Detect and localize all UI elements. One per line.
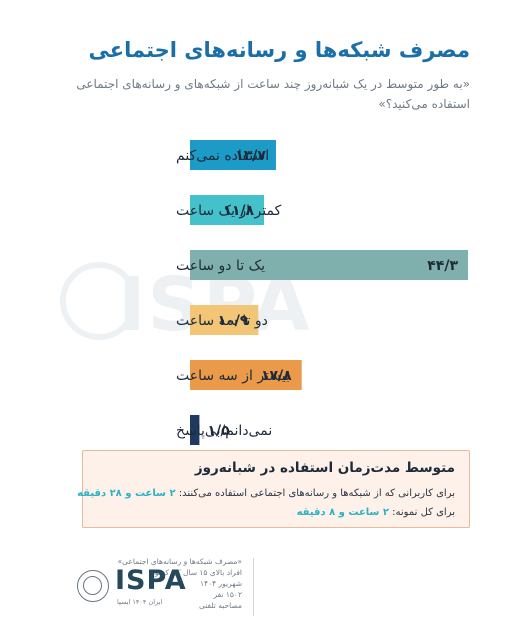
summary-box: متوسط مدت‌زمان استفاده در شبانه‌روز برای… bbox=[77, 450, 470, 528]
category-label-6: نمی‌دانم/بی‌پاسخ bbox=[176, 423, 272, 439]
footer-notes: «مصرف شبکه‌ها و رسانه‌های اجتماعی» افراد… bbox=[118, 556, 242, 611]
watermark-circle bbox=[60, 262, 138, 340]
bar-3 bbox=[190, 250, 468, 280]
summary-line-sample: برای کل نمونه: ۲ ساعت و ۸ دقیقه bbox=[297, 507, 455, 518]
value-label-3: ۴۴/۳ bbox=[427, 258, 458, 274]
summary-line-users-value: ۲ ساعت و ۲۸ دقیقه bbox=[77, 488, 176, 499]
value-label-2: ۱۱/۸ bbox=[223, 203, 254, 219]
summary-line-sample-text: برای کل نمونه: bbox=[388, 507, 455, 518]
footer-divider bbox=[253, 558, 254, 616]
summary-title: متوسط مدت‌زمان استفاده در شبانه‌روز bbox=[194, 460, 455, 476]
bar-2 bbox=[190, 195, 265, 225]
category-label-4: دو تا سه ساعت bbox=[176, 313, 268, 329]
footer-line: «مصرف شبکه‌ها و رسانه‌های اجتماعی» bbox=[117, 557, 242, 566]
logo-name: ISPA bbox=[115, 565, 187, 596]
bar-1 bbox=[190, 140, 276, 170]
footer-line: مصاحبه تلفنی bbox=[199, 601, 242, 610]
logo-tagline: ایران ۱۴۰۴ ایسپا bbox=[117, 598, 163, 606]
category-label-2: کمتر از یک ساعت bbox=[176, 203, 282, 219]
category-label-5: بیشتر از سه ساعت bbox=[176, 368, 290, 384]
page-subtitle: «به طور متوسط در یک شبانه‌روز چند ساعت ا… bbox=[76, 77, 470, 111]
value-label-5: ۱۷/۸ bbox=[261, 368, 292, 384]
footer-line: افراد بالای ۱۵ سال کل کشور bbox=[151, 568, 242, 577]
logo-emblem-icon bbox=[77, 570, 109, 602]
bar-5 bbox=[190, 360, 302, 390]
page-title: مصرف شبکه‌ها و رسانه‌های اجتماعی bbox=[88, 38, 470, 62]
bar-4 bbox=[190, 305, 259, 335]
bar-6 bbox=[190, 415, 200, 445]
value-label-4: ۱۰/۹ bbox=[218, 313, 249, 329]
footer-line: ۱۵۰۲ نفر bbox=[213, 590, 242, 599]
category-label-1: استفاده نمی‌کنم bbox=[176, 148, 269, 164]
summary-line-users-text: برای کاربرانی که از شبکه‌ها و رسانه‌های … bbox=[175, 488, 455, 499]
summary-line-sample-value: ۲ ساعت و ۸ دقیقه bbox=[296, 507, 389, 518]
value-label-6: ۱/۵ bbox=[207, 423, 230, 439]
category-label-3: یک تا دو ساعت bbox=[176, 258, 265, 274]
footer-line: شهریور ۱۴۰۴ bbox=[200, 579, 242, 588]
summary-line-users: برای کاربرانی که از شبکه‌ها و رسانه‌های … bbox=[77, 488, 455, 499]
value-label-1: ۱۳/۷ bbox=[235, 148, 266, 164]
